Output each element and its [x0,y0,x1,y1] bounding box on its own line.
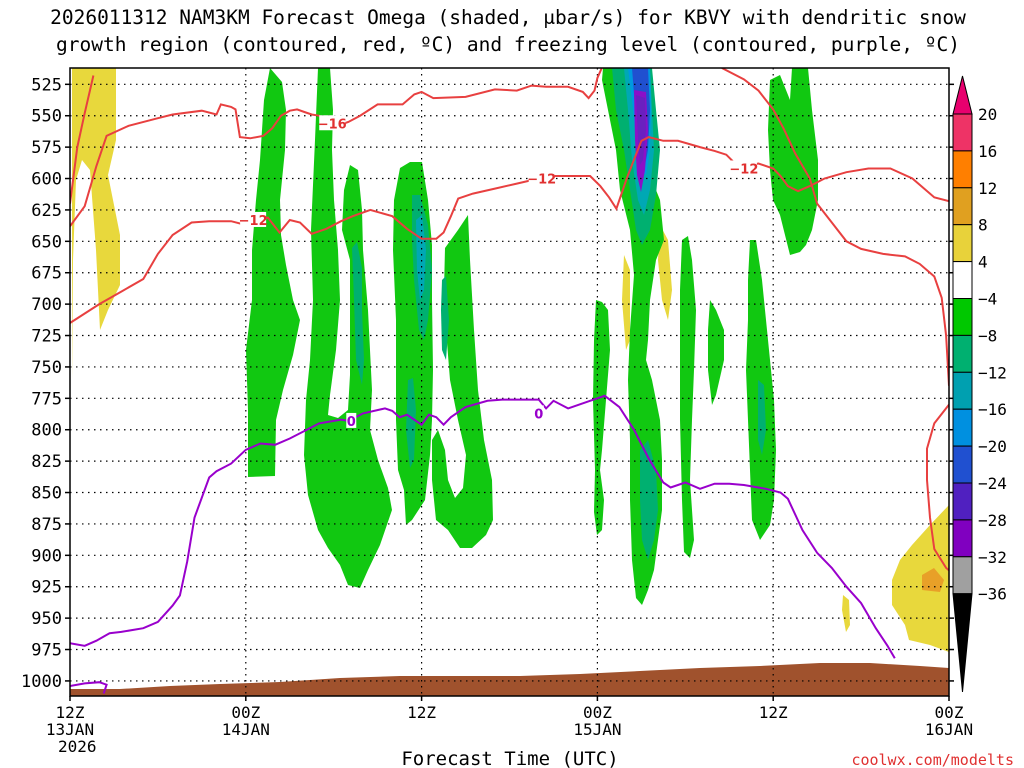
colorbar-swatch [952,298,973,336]
y-tick-label: 875 [31,515,62,535]
contour-label: −12 [729,162,758,177]
contour-label-bg [528,170,555,186]
colorbar: 20 16 12 8 4 −4 −8 −12 −16 −20 −24 −28 −32 −36 [952,75,1007,693]
y-tick-label: 850 [31,484,62,504]
colorbar-swatch [952,556,973,595]
colorbar-label: −20 [978,437,1007,456]
x-tick-label: 12Z [759,703,788,722]
freezing-level-contour [70,394,896,659]
colorbar-swatch [952,150,973,189]
y-tick-label: 675 [31,264,62,284]
x-tick-label: 2026 [58,737,97,756]
freezing-level-contour-surface [70,681,108,694]
x-tick-label: 16JAN [925,720,973,739]
colorbar-label: 20 [978,105,997,124]
time-gridlines [245,68,774,696]
x-tick-label: 00Z [583,703,612,722]
colorbar-bottom-arrow [952,593,973,693]
contour-label-bg [346,412,357,428]
contour-labels: −16 −12 −12 −12 0 0 [239,115,758,430]
plot-border [69,67,950,697]
terrain-surface [70,663,949,696]
y-tick-label: 600 [31,170,62,190]
credit-text: coolwx.com/modelts [851,751,1014,768]
dgz-contour-bottom-right [926,403,949,572]
dgz-contour-left-edge [70,75,95,204]
colorbar-label: −28 [978,511,1007,530]
pressure-gridlines [70,83,949,682]
colorbar-swatch [952,519,973,558]
omega-positive-shading [72,68,949,652]
x-tick-label: 00Z [231,703,260,722]
x-axis-label: Forecast Time (UTC) [401,748,618,768]
dgz-contour-right-branch [721,68,949,386]
colorbar-label: 8 [978,216,988,235]
y-tick-label: 800 [31,421,62,441]
colorbar-swatch [952,187,973,226]
contour-label-bg [240,211,267,227]
colorbar-top-arrow [952,75,973,115]
colorbar-label: −4 [978,290,997,309]
colorbar-swatch [952,445,973,484]
y-tick-label: 650 [31,232,62,252]
x-tick-label: 15JAN [573,720,621,739]
y-tick-label: 950 [31,609,62,629]
x-tick-label: 00Z [935,703,964,722]
contour-label: −12 [527,173,556,188]
y-tick-label: 825 [31,452,62,472]
colorbar-swatch [952,482,973,521]
contour-label: 0 [347,415,356,430]
plot-area: −16 −12 −12 −12 0 0 [70,68,949,696]
colorbar-label: −12 [978,363,1007,382]
contour-label-bg [533,405,544,421]
x-tick-label: 12Z [56,703,85,722]
y-tick-label: 900 [31,546,62,566]
y-axis: 525 550 575 600 625 650 675 700 725 750 775 800 825 8… [21,75,954,692]
y-tick-label: 700 [31,295,62,315]
colorbar-label: 16 [978,142,997,161]
colorbar-label: −8 [978,326,997,345]
contour-label-bg [319,115,346,131]
colorbar-swatch [952,408,973,447]
colorbar-label: 4 [978,253,988,272]
y-tick-label: 925 [31,578,62,598]
colorbar-swatch [952,261,973,300]
colorbar-swatch [952,371,973,410]
contour-label-bg [730,160,757,176]
x-tick-label: 12Z [407,703,436,722]
y-tick-label: 575 [31,138,62,158]
contour-label: −12 [239,214,268,229]
y-tick-label: 750 [31,358,62,378]
colorbar-label: 12 [978,179,997,198]
y-tick-label: 975 [31,641,62,661]
y-tick-label: 775 [31,389,62,409]
contour-label: −16 [318,117,347,132]
omega-positive-orange [922,568,944,592]
colorbar-label: −32 [978,548,1007,567]
x-tick-label: 14JAN [222,720,270,739]
x-tick-label: 13JAN [46,720,94,739]
colorbar-label: −36 [978,585,1007,604]
y-tick-label: 550 [31,107,62,127]
y-tick-label: 525 [31,75,62,95]
colorbar-swatch [952,224,973,263]
y-tick-label: 625 [31,201,62,221]
chart-title-line-2: growth region (contoured, red, ºC) and f… [56,33,960,56]
y-tick-label: 725 [31,327,62,347]
colorbar-label: −24 [978,474,1007,493]
colorbar-label: −16 [978,400,1007,419]
colorbar-swatch [952,113,973,152]
contour-label: 0 [534,407,543,422]
colorbar-swatch [952,334,973,373]
chart-title-line-1: 2026011312 NAM3KM Forecast Omega (shaded… [50,6,966,29]
y-tick-label: 1000 [21,672,62,692]
